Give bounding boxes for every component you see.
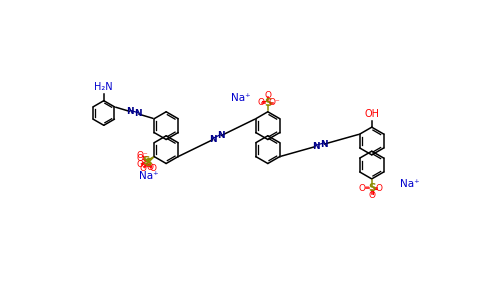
Text: O: O bbox=[264, 91, 272, 100]
Text: O: O bbox=[258, 98, 264, 107]
Text: O: O bbox=[146, 163, 153, 172]
Text: N: N bbox=[320, 140, 328, 149]
Text: O: O bbox=[368, 190, 375, 200]
Text: N: N bbox=[134, 110, 142, 118]
Text: N: N bbox=[217, 131, 224, 140]
Text: S: S bbox=[144, 158, 152, 168]
Text: O: O bbox=[149, 164, 156, 172]
Text: N: N bbox=[210, 135, 217, 144]
Text: O⁻: O⁻ bbox=[269, 98, 280, 107]
Text: N: N bbox=[126, 107, 134, 116]
Text: Na⁺: Na⁺ bbox=[140, 171, 159, 181]
Text: N: N bbox=[312, 142, 320, 151]
Text: O: O bbox=[375, 184, 382, 193]
Text: O: O bbox=[139, 164, 146, 172]
Text: Na⁺: Na⁺ bbox=[400, 178, 420, 189]
Text: O⁻: O⁻ bbox=[137, 154, 148, 163]
Text: O⁻: O⁻ bbox=[137, 151, 148, 160]
Text: S: S bbox=[264, 98, 272, 107]
Text: S: S bbox=[368, 183, 376, 193]
Text: S: S bbox=[142, 156, 150, 166]
Text: Na⁺: Na⁺ bbox=[231, 93, 250, 103]
Text: H₂N: H₂N bbox=[94, 82, 113, 92]
Text: OH: OH bbox=[364, 110, 380, 119]
Text: O: O bbox=[136, 160, 143, 169]
Text: O⁻: O⁻ bbox=[359, 184, 370, 193]
